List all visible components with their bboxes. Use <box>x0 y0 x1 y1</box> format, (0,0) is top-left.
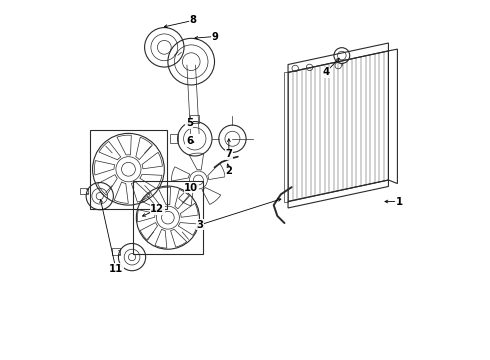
Text: 8: 8 <box>190 15 196 26</box>
Bar <box>191 116 199 123</box>
Text: 12: 12 <box>150 204 164 215</box>
Text: 7: 7 <box>225 149 232 159</box>
Text: 10: 10 <box>184 183 198 193</box>
Text: 3: 3 <box>197 220 204 230</box>
Text: 9: 9 <box>211 32 218 41</box>
Bar <box>90 130 167 209</box>
Text: 11: 11 <box>109 264 123 274</box>
Bar <box>80 188 88 194</box>
Text: 6: 6 <box>186 136 193 146</box>
Text: 1: 1 <box>395 197 403 207</box>
Bar <box>171 134 178 143</box>
Bar <box>133 181 203 255</box>
Bar <box>112 248 120 255</box>
Text: 5: 5 <box>186 118 193 128</box>
Text: 4: 4 <box>322 67 329 77</box>
Text: 2: 2 <box>225 166 232 176</box>
